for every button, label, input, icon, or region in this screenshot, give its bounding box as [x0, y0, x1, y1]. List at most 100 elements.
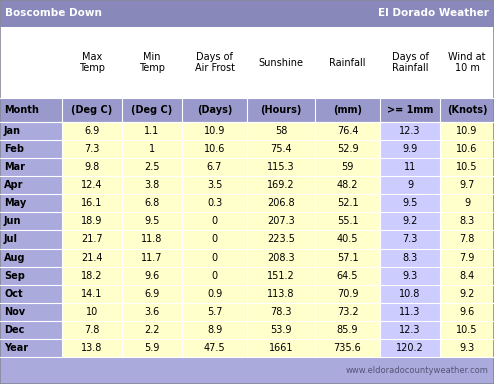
Bar	[440, 266, 494, 285]
Bar	[0, 230, 62, 248]
Text: 6.9: 6.9	[84, 126, 100, 136]
Text: 113.8: 113.8	[267, 289, 295, 299]
Text: 208.3: 208.3	[267, 253, 295, 263]
Text: 47.5: 47.5	[204, 343, 225, 353]
Text: 52.1: 52.1	[337, 199, 358, 209]
Text: 52.9: 52.9	[337, 144, 358, 154]
Text: (mm): (mm)	[333, 105, 362, 115]
Text: 223.5: 223.5	[267, 235, 295, 245]
Text: 7.9: 7.9	[459, 253, 475, 263]
Text: 12.3: 12.3	[399, 325, 421, 335]
Text: 40.5: 40.5	[337, 235, 358, 245]
Text: 9: 9	[407, 180, 413, 190]
Bar	[0, 176, 62, 194]
Bar	[0, 27, 494, 98]
Text: Apr: Apr	[4, 180, 24, 190]
Bar	[380, 194, 440, 212]
Bar	[62, 321, 122, 339]
Text: 85.9: 85.9	[337, 325, 358, 335]
Text: 9.9: 9.9	[403, 144, 417, 154]
Bar	[247, 176, 315, 194]
Text: Rainfall: Rainfall	[329, 58, 366, 68]
Bar	[182, 266, 247, 285]
Bar	[182, 194, 247, 212]
Text: Days of
Air Frost: Days of Air Frost	[195, 52, 235, 73]
Bar	[247, 122, 315, 140]
Bar	[182, 212, 247, 230]
Bar	[380, 248, 440, 266]
Bar	[380, 158, 440, 176]
Text: (Deg C): (Deg C)	[131, 105, 172, 115]
Bar	[247, 140, 315, 158]
Text: 151.2: 151.2	[267, 271, 295, 281]
Text: 5.7: 5.7	[207, 307, 222, 317]
Text: Dec: Dec	[4, 325, 24, 335]
Text: 10.8: 10.8	[399, 289, 421, 299]
Text: 11: 11	[404, 162, 416, 172]
Bar	[315, 122, 380, 140]
Bar	[122, 230, 182, 248]
Bar	[247, 230, 315, 248]
Text: 0: 0	[211, 271, 217, 281]
Bar	[122, 122, 182, 140]
Text: 11.3: 11.3	[399, 307, 421, 317]
Bar	[122, 176, 182, 194]
Bar	[182, 230, 247, 248]
Text: 1: 1	[149, 144, 155, 154]
Text: 9.6: 9.6	[144, 271, 160, 281]
Bar	[315, 266, 380, 285]
Text: 9.5: 9.5	[402, 199, 418, 209]
Bar	[0, 248, 62, 266]
Bar	[0, 303, 62, 321]
Text: 21.4: 21.4	[81, 253, 103, 263]
Text: 48.2: 48.2	[337, 180, 358, 190]
Bar	[440, 176, 494, 194]
Text: Boscombe Down: Boscombe Down	[5, 8, 102, 18]
Bar	[440, 230, 494, 248]
Bar	[62, 158, 122, 176]
Text: 206.8: 206.8	[267, 199, 295, 209]
Text: 3.6: 3.6	[144, 307, 160, 317]
Bar	[122, 194, 182, 212]
Bar	[122, 303, 182, 321]
Text: 75.4: 75.4	[270, 144, 292, 154]
Bar	[0, 122, 62, 140]
Text: (Knots): (Knots)	[447, 105, 487, 115]
Text: 2.2: 2.2	[144, 325, 160, 335]
Bar	[247, 321, 315, 339]
Bar	[315, 248, 380, 266]
Text: 10.5: 10.5	[456, 162, 478, 172]
Bar	[315, 176, 380, 194]
Bar	[247, 266, 315, 285]
Bar	[182, 140, 247, 158]
Bar	[380, 303, 440, 321]
Bar	[380, 176, 440, 194]
Text: 0.3: 0.3	[207, 199, 222, 209]
Bar	[380, 140, 440, 158]
Text: 735.6: 735.6	[333, 343, 362, 353]
Bar	[0, 98, 494, 122]
Bar	[0, 158, 62, 176]
Bar	[62, 339, 122, 357]
Bar	[440, 122, 494, 140]
Bar	[182, 339, 247, 357]
Text: 7.8: 7.8	[459, 235, 475, 245]
Text: 207.3: 207.3	[267, 217, 295, 227]
Bar	[440, 158, 494, 176]
Text: 8.3: 8.3	[403, 253, 417, 263]
Bar	[315, 230, 380, 248]
Bar	[62, 248, 122, 266]
Bar	[182, 176, 247, 194]
Text: 7.8: 7.8	[84, 325, 100, 335]
Text: Nov: Nov	[4, 307, 25, 317]
Bar	[62, 194, 122, 212]
Text: 10.9: 10.9	[204, 126, 225, 136]
Text: Aug: Aug	[4, 253, 26, 263]
Text: 6.8: 6.8	[144, 199, 160, 209]
Text: 2.5: 2.5	[144, 162, 160, 172]
Bar	[315, 303, 380, 321]
Text: 14.1: 14.1	[82, 289, 103, 299]
Text: Jul: Jul	[4, 235, 18, 245]
Text: 9: 9	[464, 199, 470, 209]
Bar	[247, 285, 315, 303]
